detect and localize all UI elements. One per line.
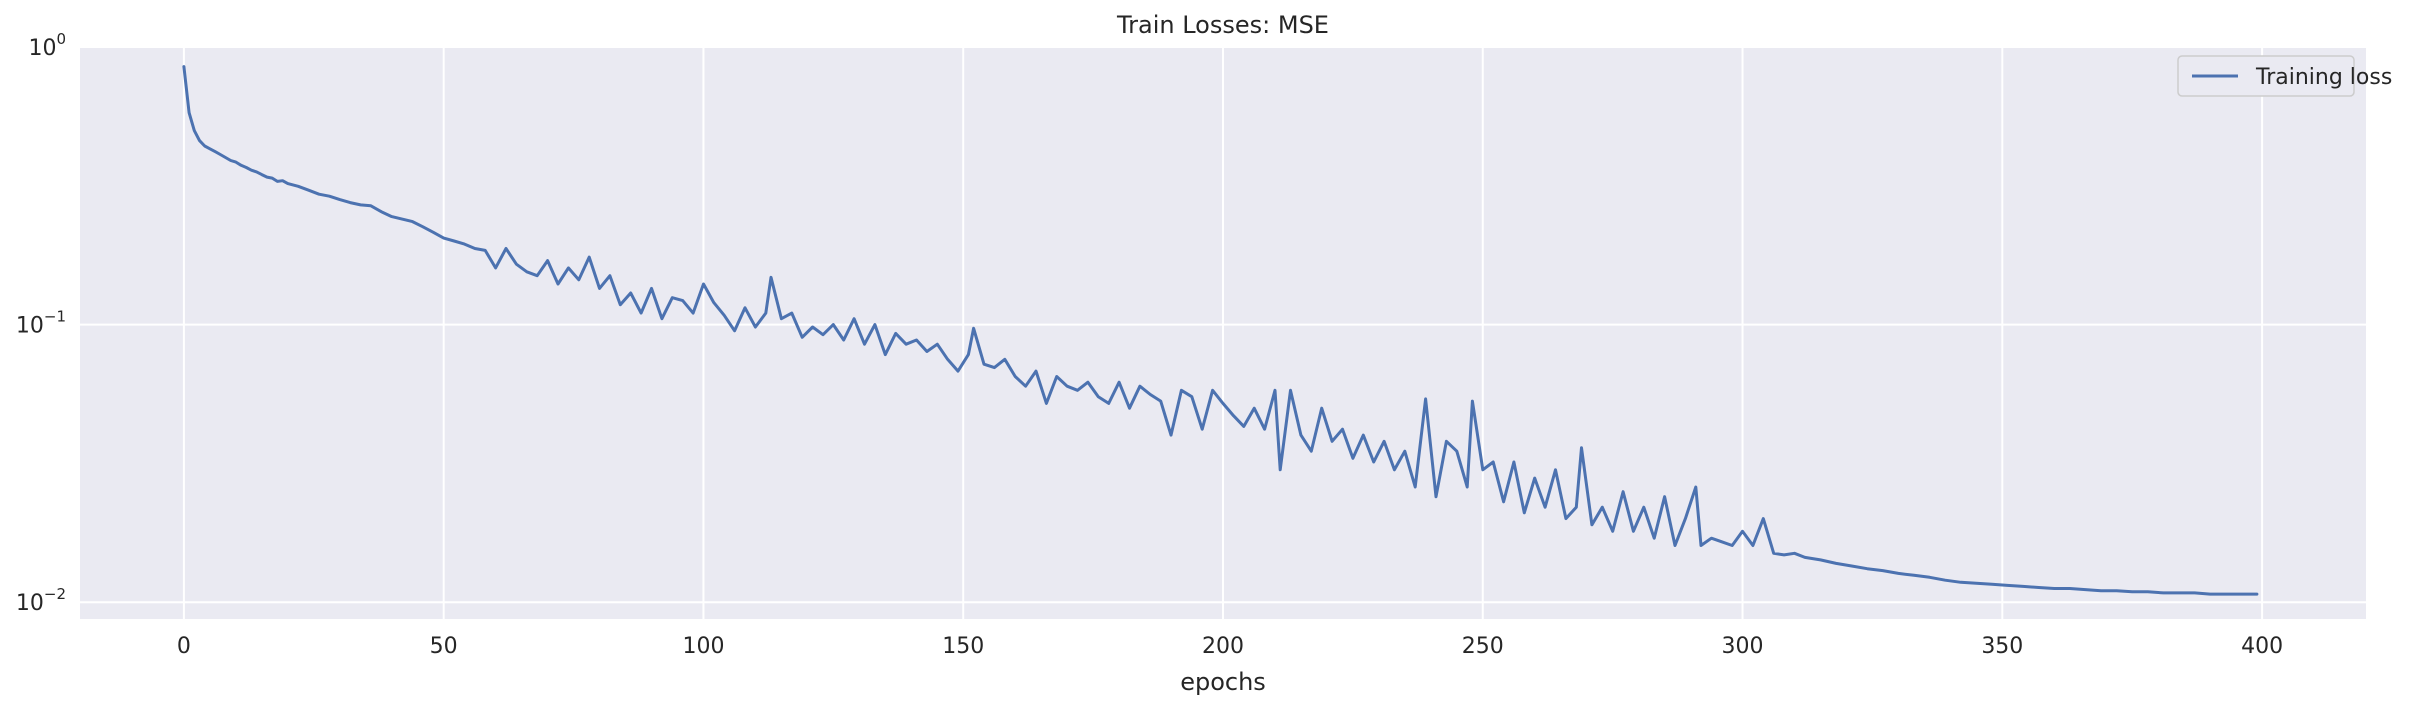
grid-lines xyxy=(80,46,2366,619)
x-tick-label: 200 xyxy=(1202,634,1244,659)
x-tick-labels: 0 50 100 150 200 250 300 350 400 xyxy=(177,634,2283,659)
x-tick-label: 50 xyxy=(430,634,458,659)
series-layer xyxy=(182,65,2259,596)
x-tick-label: 300 xyxy=(1722,634,1764,659)
y-tick-label: 100 xyxy=(28,30,66,61)
x-tick-label: 0 xyxy=(177,634,191,659)
x-tick-label: 150 xyxy=(942,634,984,659)
legend-box xyxy=(2177,55,2355,97)
x-axis-label: epochs xyxy=(1180,668,1266,696)
x-tick-label: 100 xyxy=(682,634,724,659)
x-tick-label: 250 xyxy=(1462,634,1504,659)
legend-label: Training loss xyxy=(2255,65,2392,90)
series-line-training-loss xyxy=(182,65,2259,596)
x-tick-label: 400 xyxy=(2241,634,2283,659)
y-tick-labels: 100 10−1 10−2 xyxy=(16,30,66,616)
chart-title: Train Losses: MSE xyxy=(1116,11,1329,39)
y-tick-label: 10−2 xyxy=(16,585,66,616)
x-tick-label: 350 xyxy=(1981,634,2023,659)
y-tick-label: 10−1 xyxy=(16,308,66,339)
legend: Training loss xyxy=(2177,55,2392,97)
